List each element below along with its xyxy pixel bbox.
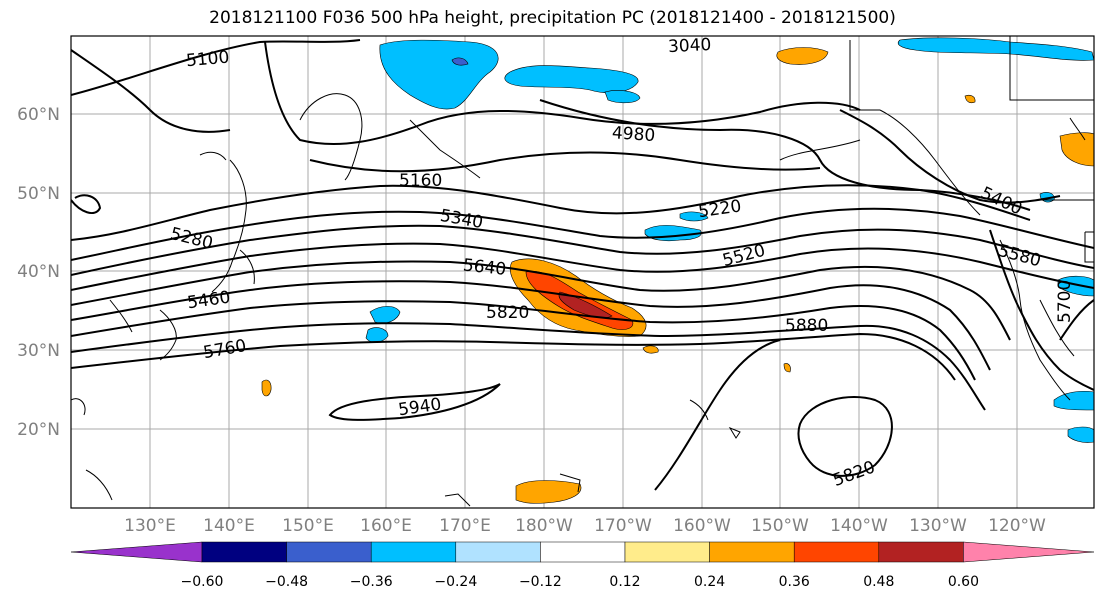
contour-label: 3040 [668,35,712,57]
lon-label: 160°E [360,516,412,536]
contour-label: 4980 [611,123,656,146]
contour-label: 5640 [462,255,507,279]
colorbar-segment [70,541,203,563]
lon-label: 170°W [594,516,652,536]
colorbar-tick-label: −0.12 [519,574,562,590]
colorbar-tick-labels: −0.60 −0.48 −0.36 −0.24 −0.12 0.12 0.24 … [181,574,979,590]
lat-label: 50°N [17,184,60,204]
lon-label: 170°E [439,516,491,536]
map-title: 2018121100 F036 500 hPa height, precipit… [209,8,896,28]
colorbar-tick-label: −0.24 [434,574,477,590]
latitude-labels: 60°N 50°N 40°N 30°N 20°N [17,105,60,440]
colorbar-tick-label: −0.60 [181,574,224,590]
precip-negative-areas [365,37,1094,443]
colorbar-tick-label: 0.24 [694,574,725,590]
lon-label: 140°W [830,516,888,536]
colorbar-segment [793,541,880,563]
colorbar-segment [624,541,710,563]
colorbar-tick-label: −0.48 [265,574,308,590]
colorbar-segment [709,541,795,563]
colorbar-segment [370,541,457,563]
contour-label: 5100 [185,48,230,72]
lat-label: 30°N [17,341,60,361]
colorbar-segment [540,541,626,563]
lon-label: 130°E [124,516,176,536]
colorbar-segment [455,541,541,563]
lat-label: 40°N [17,262,60,282]
colorbar [70,541,1095,563]
colorbar-segment [878,541,964,563]
map-frame [70,35,1095,509]
colorbar-tick-label: 0.48 [863,574,894,590]
lat-label: 20°N [17,420,60,440]
contour-label: 5160 [399,171,442,191]
lon-label: 150°E [282,516,334,536]
colorbar-segment [286,541,372,563]
contour-label: 5820 [486,303,529,323]
coastlines [71,36,1094,507]
colorbar-segment [963,541,1095,563]
lon-label: 150°W [751,516,809,536]
contour-label: 5880 [785,316,828,336]
lon-label: 140°E [203,516,255,536]
height-contours [71,39,1094,491]
colorbar-tick-label: 0.12 [609,574,640,590]
colorbar-tick-label: 0.36 [779,574,810,590]
colorbar-tick-label: −0.36 [350,574,393,590]
lon-label: 180°W [515,516,573,536]
lon-label: 130°W [909,516,967,536]
map-area [71,36,1094,508]
lat-label: 60°N [17,105,60,125]
longitude-labels: 130°E 140°E 150°E 160°E 170°E 180°W 170°… [124,516,1046,536]
colorbar-tick-label: 0.60 [948,574,979,590]
colorbar-segment [201,541,287,563]
lon-label: 160°W [673,516,731,536]
lon-label: 120°W [988,516,1046,536]
contour-label: 5700 [1055,280,1075,323]
